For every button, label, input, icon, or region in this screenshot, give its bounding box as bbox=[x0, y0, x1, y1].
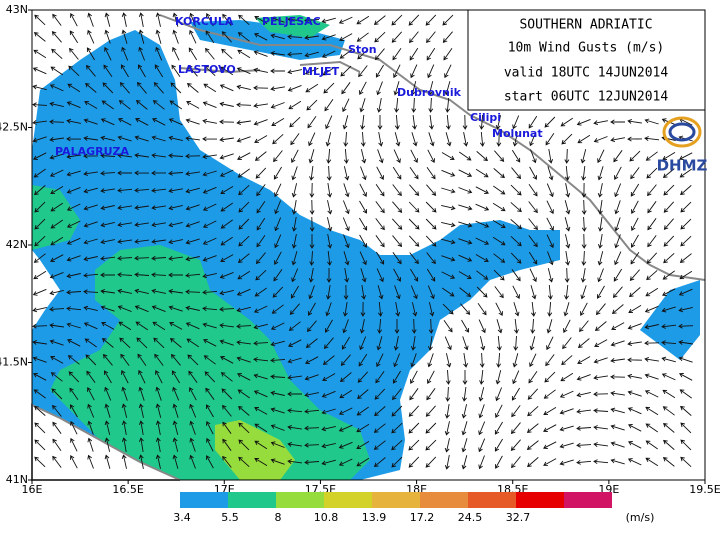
colorbar-swatch bbox=[276, 492, 324, 508]
place-label: Dubrovnik bbox=[397, 86, 462, 99]
x-tick-label: 19.5E bbox=[689, 483, 720, 496]
coastline bbox=[179, 67, 261, 74]
title-line: start 06UTC 12JUN2014 bbox=[504, 90, 669, 105]
title-line: SOUTHERN ADRIATIC bbox=[519, 18, 652, 33]
gust-region-blue bbox=[640, 280, 700, 360]
place-label: PELJESAC bbox=[262, 15, 321, 28]
x-tick-label: 16.5E bbox=[112, 483, 143, 496]
logo-mark bbox=[668, 122, 696, 142]
y-tick-label: 42.5N bbox=[0, 121, 28, 134]
logo-mark bbox=[662, 116, 702, 148]
colorbar-label: 24.5 bbox=[458, 511, 483, 524]
colorbar-label: 17.2 bbox=[410, 511, 435, 524]
colorbar-swatch bbox=[564, 492, 612, 508]
colorbar: 3.4 5.5 8 10.8 13.9 17.2 24.5 32.7 (m/s) bbox=[173, 492, 654, 524]
fields bbox=[31, 9, 706, 481]
place-label: Ston bbox=[348, 43, 377, 56]
coastline bbox=[159, 14, 706, 281]
place-label: LASTOVO bbox=[178, 63, 236, 76]
place-labels: KORCULA PELJESAC Ston LASTOVO MLJET Dubrovnik… bbox=[55, 15, 543, 158]
colorbar-swatch bbox=[468, 492, 516, 508]
gust-region-green bbox=[32, 185, 80, 250]
title-line: 10m Wind Gusts (m/s) bbox=[508, 41, 665, 56]
colorbar-swatch bbox=[372, 492, 420, 508]
colorbar-label: 5.5 bbox=[221, 511, 239, 524]
x-tick-label: 16E bbox=[22, 483, 43, 496]
y-tick-label: 41N bbox=[6, 473, 28, 486]
colorbar-label: 13.9 bbox=[362, 511, 387, 524]
title-frame bbox=[467, 9, 706, 111]
colorbar-swatch bbox=[324, 492, 372, 508]
logo-text: DHMZ bbox=[657, 157, 708, 175]
colorbar-unit: (m/s) bbox=[626, 511, 655, 524]
colorbar-swatch bbox=[228, 492, 276, 508]
place-label: MLJET bbox=[302, 65, 340, 78]
coastline bbox=[299, 60, 361, 73]
y-tick-label: 42N bbox=[6, 238, 28, 251]
place-label: KORCULA bbox=[175, 15, 234, 28]
gust-region-green bbox=[50, 245, 370, 480]
place-label: Cilipi bbox=[470, 111, 501, 124]
y-tick-label: 43N bbox=[6, 3, 28, 16]
place-label: Molunat bbox=[492, 127, 543, 140]
colorbar-swatch bbox=[420, 492, 468, 508]
wind-arrows bbox=[32, 12, 694, 470]
title-box: SOUTHERN ADRIATIC 10m Wind Gusts (m/s) v… bbox=[467, 9, 706, 111]
gust-region-lightgreen bbox=[215, 420, 295, 480]
title-line: valid 18UTC 14JUN2014 bbox=[504, 66, 669, 81]
colorbar-label: 8 bbox=[275, 511, 282, 524]
colorbar-label: 10.8 bbox=[314, 511, 339, 524]
colorbar-swatch bbox=[516, 492, 564, 508]
colorbar-label: 3.4 bbox=[173, 511, 191, 524]
place-label: PALAGRUZA bbox=[55, 145, 129, 158]
wind-arrow-field bbox=[32, 12, 694, 470]
colorbar-swatch bbox=[180, 492, 228, 508]
y-tick-label: 41.5N bbox=[0, 356, 28, 369]
logo: DHMZ bbox=[657, 116, 708, 175]
colorbar-label: 32.7 bbox=[506, 511, 531, 524]
